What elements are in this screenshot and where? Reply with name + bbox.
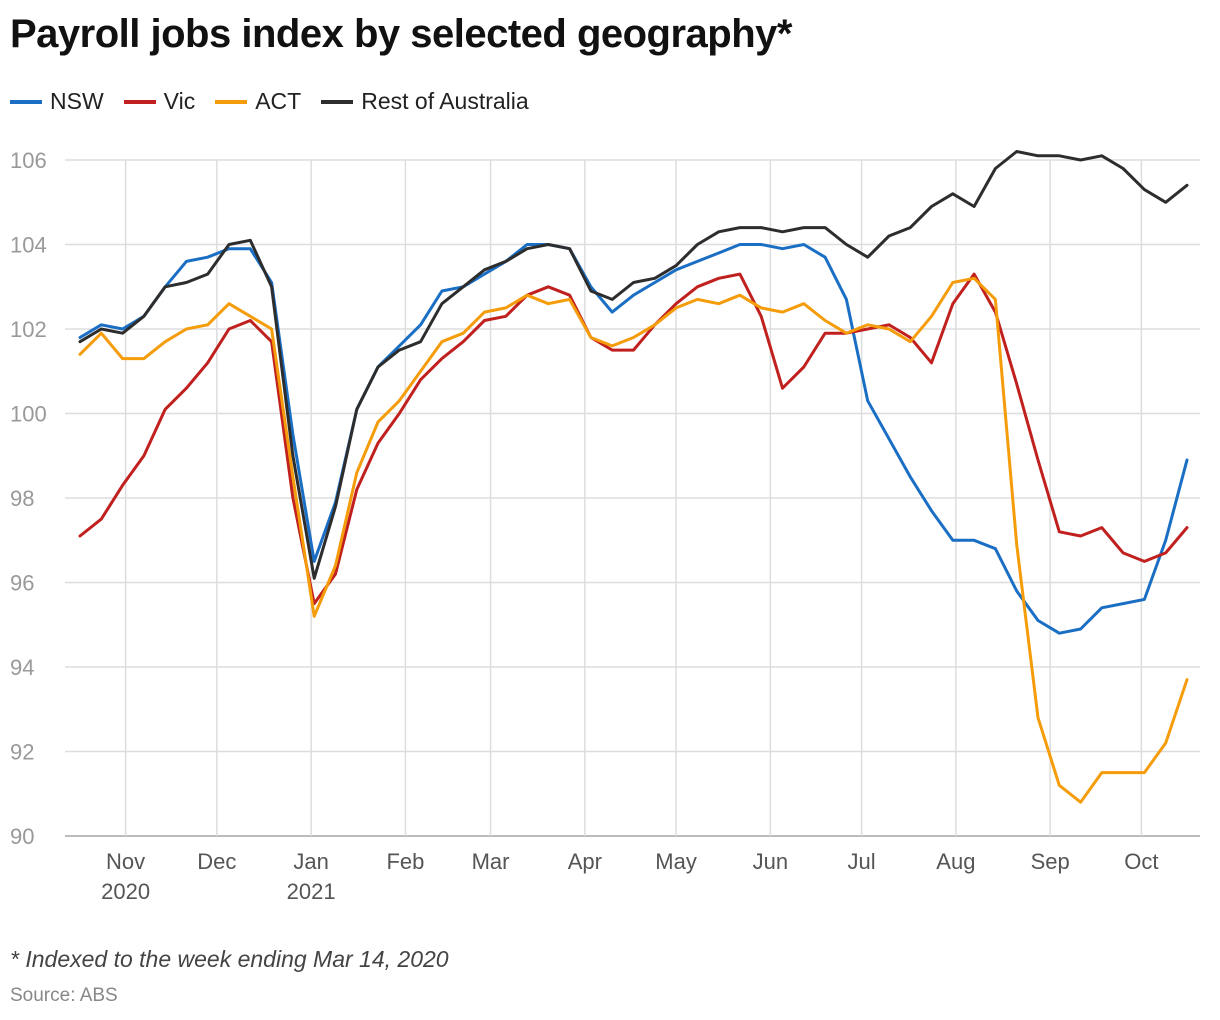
x-tick-label: Jan xyxy=(293,849,328,874)
x-tick-label: Jul xyxy=(848,849,876,874)
legend-swatch-vic xyxy=(123,99,156,104)
legend-label-rest-of-australia: Rest of Australia xyxy=(361,88,529,114)
legend-label-vic: Vic xyxy=(163,88,196,114)
legend-swatch-nsw xyxy=(10,99,42,104)
x-tick-label: Feb xyxy=(386,849,424,874)
y-tick-label: 90 xyxy=(10,824,34,849)
y-tick-label: 100 xyxy=(10,402,47,427)
x-tick-label: Nov xyxy=(106,849,145,874)
x-tick-label: Apr xyxy=(568,849,602,874)
x-tick-label: Mar xyxy=(472,849,510,874)
x-tick-label: Sep xyxy=(1031,849,1070,874)
series-line-act xyxy=(78,276,1189,804)
series-line-vic xyxy=(78,272,1189,606)
legend-item-rest-of-australia[interactable]: Rest of Australia xyxy=(321,88,529,115)
x-tick-label: Dec xyxy=(197,849,236,874)
y-tick-label: 104 xyxy=(10,233,47,258)
legend-item-vic[interactable]: Vic xyxy=(123,88,196,115)
line-chart: 90 92 94 96 98 100 102 104 106 Nov 2020 Dec Jan 2021 F… xyxy=(10,148,1200,904)
y-tick-label: 98 xyxy=(10,486,34,511)
x-tick-year-label: 2020 xyxy=(101,879,150,904)
x-tick-label: Jun xyxy=(753,849,788,874)
legend-swatch-act xyxy=(215,99,248,104)
legend-swatch-rest-of-australia xyxy=(321,99,354,104)
source-note: Source: ABS xyxy=(10,985,118,1006)
legend-label-nsw: NSW xyxy=(50,88,104,114)
y-tick-label: 106 xyxy=(10,148,47,173)
series-line-rest-of-australia xyxy=(78,150,1189,580)
axes: 90 92 94 96 98 100 102 104 106 Nov 2020 Dec Jan 2021 F… xyxy=(10,148,1158,904)
legend-label-act: ACT xyxy=(255,88,302,114)
x-tick-label: Aug xyxy=(936,849,975,874)
y-tick-label: 92 xyxy=(10,740,34,765)
y-tick-label: 102 xyxy=(10,317,47,342)
legend-item-act[interactable]: ACT xyxy=(215,88,301,115)
series-lines xyxy=(78,150,1189,804)
y-tick-label: 96 xyxy=(10,571,34,596)
legend-item-nsw[interactable]: NSW xyxy=(10,88,104,115)
chart-title: Payroll jobs index by selected geography… xyxy=(10,12,792,56)
footnote: * Indexed to the week ending Mar 14, 202… xyxy=(10,946,449,972)
y-tick-label: 94 xyxy=(10,655,34,680)
grid xyxy=(65,159,1200,837)
x-tick-label: May xyxy=(655,849,697,874)
x-tick-year-label: 2021 xyxy=(287,879,336,904)
x-tick-label: Oct xyxy=(1124,849,1158,874)
chart-legend: NSW Vic ACT Rest of Australia xyxy=(10,88,549,115)
